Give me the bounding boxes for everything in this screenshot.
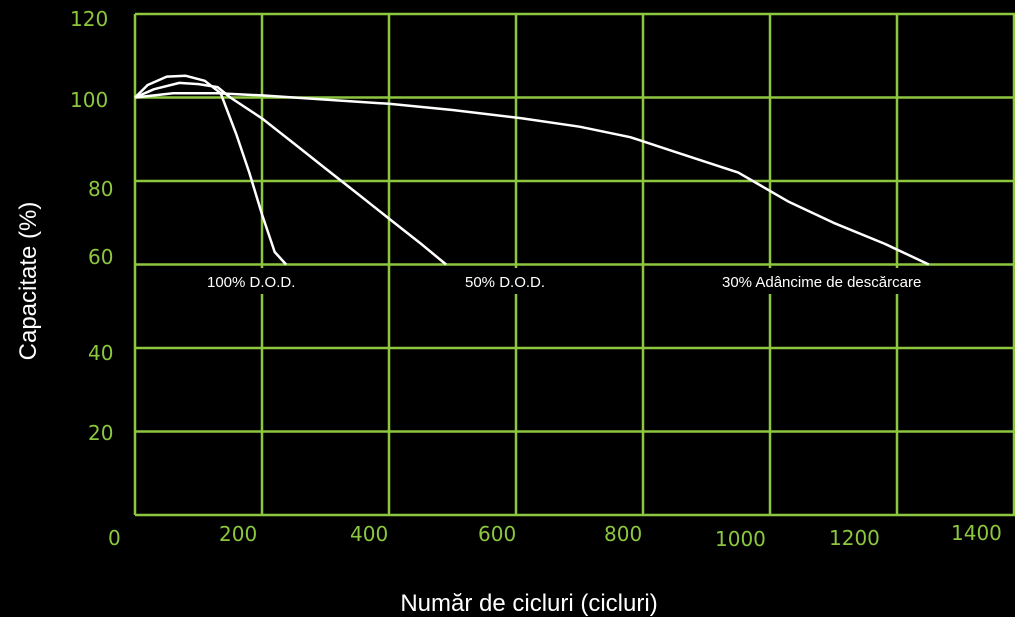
- series-label-bg: [200, 268, 335, 294]
- x-tick-label: 1000: [715, 527, 766, 551]
- x-tick-label: 400: [350, 522, 388, 546]
- y-axis-label: Capacitate (%): [15, 202, 42, 361]
- y-axis-ticks: 20 40 60 80 100 120: [70, 7, 113, 445]
- series-label-2: 50% D.O.D.: [465, 274, 545, 291]
- series-label-bg: [458, 268, 573, 294]
- y-tick-label: 60: [88, 245, 113, 269]
- x-tick-label: 1400: [951, 521, 1002, 545]
- series-label-1: 100% D.O.D.: [207, 274, 295, 291]
- y-tick-label: 120: [70, 7, 108, 31]
- y-tick-label: 40: [88, 341, 113, 365]
- x-tick-label: 1200: [829, 526, 880, 550]
- x-axis-ticks: 0 200 400 600 800 1000 1200 1400: [108, 521, 1002, 551]
- series-label-3: 30% Adâncime de descărcare: [722, 274, 921, 291]
- series-label-bg: [715, 268, 960, 294]
- series-line-3: [134, 92, 930, 266]
- x-tick-label: 600: [478, 522, 516, 546]
- y-tick-label: 100: [70, 88, 108, 112]
- y-tick-label: 80: [88, 177, 113, 201]
- x-tick-label: 800: [604, 522, 642, 546]
- series-labels: 100% D.O.D. 50% D.O.D. 30% Adâncime de des…: [200, 268, 960, 294]
- x-tick-label: 0: [108, 526, 121, 550]
- x-axis-label: Număr de cicluri (cicluri): [400, 590, 657, 617]
- series-lines: [134, 74, 930, 266]
- x-tick-label: 200: [219, 522, 257, 546]
- series-line-2: [134, 81, 447, 266]
- series-line-1: [134, 74, 288, 266]
- grid: [133, 12, 1015, 517]
- y-tick-label: 20: [88, 421, 113, 445]
